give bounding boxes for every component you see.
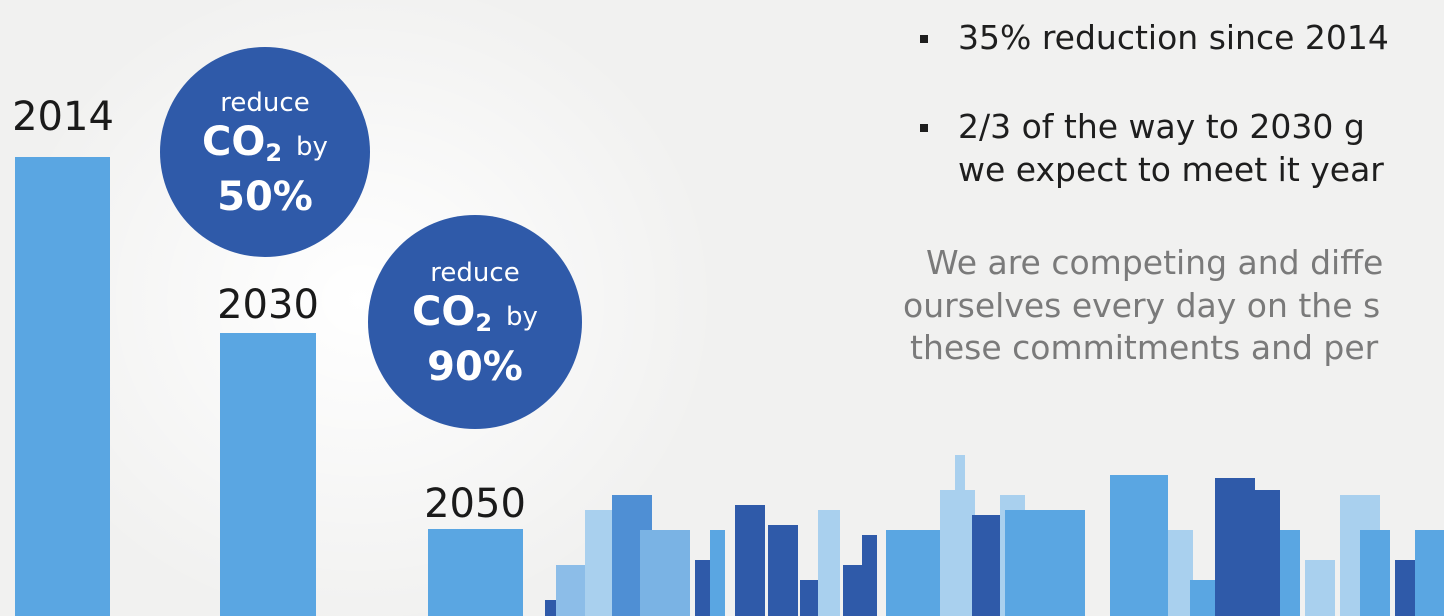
bullet-continuation: we expect to meet it year	[958, 150, 1384, 189]
bar	[220, 333, 316, 616]
verb: reduce	[220, 86, 309, 120]
target-circle: reduce CO2 by 90%	[368, 215, 582, 429]
amount: 90%	[427, 345, 523, 389]
by: by	[506, 302, 538, 332]
amount: 50%	[217, 175, 313, 219]
gas: CO2 by	[202, 120, 328, 175]
page: {"bars": [{"label": "2014"}, {"label": "…	[0, 0, 1444, 616]
bullet: 2/3 of the way to 2030 g	[958, 107, 1365, 146]
subscript: 2	[265, 139, 282, 167]
year-label: 2050	[424, 481, 526, 527]
subscript: 2	[475, 309, 492, 337]
target-circle: reduce CO2 by 50%	[160, 47, 370, 257]
skyline	[545, 455, 1444, 616]
paragraph-line: ourselves every day on the s	[903, 286, 1380, 325]
year-label: 2014	[12, 94, 114, 140]
verb: reduce	[430, 256, 519, 290]
by: by	[296, 132, 328, 162]
gas-name: CO	[412, 289, 475, 335]
year-label: 2030	[217, 282, 319, 328]
paragraph-line: these commitments and per	[910, 328, 1378, 367]
bar	[15, 157, 110, 616]
bar	[428, 529, 523, 616]
paragraph-line: We are competing and diffe	[926, 243, 1383, 282]
gas: CO2 by	[412, 290, 538, 345]
bullet: 35% reduction since 2014	[958, 18, 1389, 57]
gas-name: CO	[202, 119, 265, 165]
